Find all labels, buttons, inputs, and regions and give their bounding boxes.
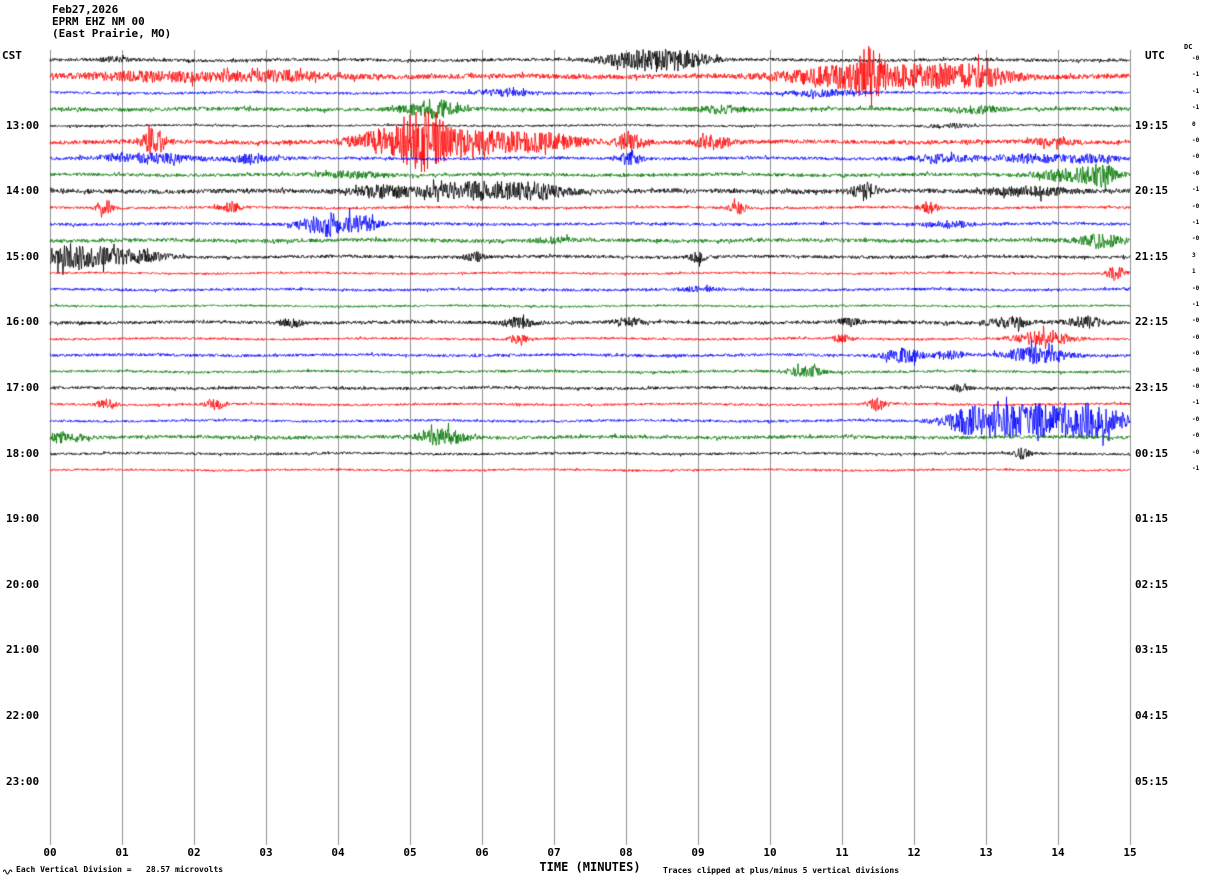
- utc-hour-label: 01:15: [1135, 512, 1169, 526]
- dc-offset-value: -1: [1192, 465, 1200, 472]
- utc-hour-label: 03:15: [1135, 643, 1169, 657]
- utc-hour-label: 23:15: [1135, 381, 1169, 394]
- minute-tick-label: 13: [979, 846, 993, 859]
- dc-label: DC: [1184, 43, 1193, 51]
- cst-hour-label: 13:00: [6, 118, 40, 132]
- cst-hour-label: 17:00: [6, 381, 40, 394]
- dc-offset-value: -0: [1192, 202, 1200, 210]
- clip-note: Traces clipped at plus/minus 5 vertical …: [663, 866, 900, 875]
- cst-hour-label: 19:00: [6, 512, 40, 526]
- dc-offset-value: -0: [1192, 383, 1200, 390]
- utc-hour-label: 22:15: [1135, 315, 1169, 329]
- microvolt-scale-icon: [3, 869, 13, 875]
- dc-offset-value: -0: [1192, 366, 1200, 374]
- dc-offset-value: -0: [1192, 137, 1200, 144]
- utc-hour-label: 05:15: [1135, 774, 1169, 788]
- dc-offset-value: -0: [1192, 235, 1200, 243]
- dc-offset-value: -0: [1192, 284, 1200, 292]
- minute-tick-label: 11: [835, 846, 849, 859]
- cst-hour-label: 18:00: [6, 446, 40, 460]
- dc-offset-value: -1: [1192, 104, 1200, 112]
- minute-tick-label: 04: [331, 846, 345, 859]
- left-timezone-label: CST: [2, 49, 22, 62]
- minute-tick-label: 14: [1051, 846, 1065, 859]
- minute-tick-label: 01: [115, 846, 129, 859]
- minute-tick-label: 07: [547, 846, 561, 859]
- dc-offset-value: -0: [1192, 169, 1200, 177]
- utc-hour-label: 00:15: [1135, 446, 1169, 460]
- cst-hour-label: 20:00: [6, 577, 40, 591]
- dc-offset-value: -1: [1192, 71, 1200, 79]
- dc-offset-value: -0: [1192, 448, 1200, 456]
- minute-tick-label: 03: [259, 846, 273, 859]
- dc-offset-value: -0: [1192, 153, 1200, 161]
- cst-hour-label: 21:00: [6, 643, 40, 657]
- dc-offset-value: -0: [1192, 317, 1200, 325]
- dc-offset-value: -0: [1192, 55, 1200, 62]
- cst-hour-label: 14:00: [6, 184, 40, 198]
- dc-offset-value: -0: [1192, 350, 1200, 358]
- header-location: (East Prairie, MO): [52, 27, 172, 40]
- minute-tick-label: 06: [475, 846, 489, 859]
- dc-offset-value: -1: [1192, 399, 1200, 407]
- minute-tick-label: 12: [907, 846, 921, 859]
- utc-hour-label: 21:15: [1135, 249, 1169, 263]
- utc-hour-label: 04:15: [1135, 709, 1169, 722]
- minute-tick-label: 00: [43, 846, 57, 859]
- minute-tick-label: 08: [619, 846, 633, 859]
- minute-tick-label: 15: [1123, 846, 1137, 859]
- dc-offset-value: 3: [1192, 251, 1196, 259]
- minute-tick-label: 05: [403, 846, 417, 859]
- dc-offset-value: -0: [1192, 333, 1200, 341]
- dc-offset-value: -0: [1192, 432, 1200, 440]
- minute-tick-label: 10: [763, 846, 777, 859]
- vertical-division-note: Each Vertical Division = 28.57 microvolt…: [16, 865, 224, 874]
- dc-offset-value: 0: [1192, 120, 1196, 128]
- dc-offset-value: -1: [1192, 219, 1200, 226]
- header-station: EPRM EHZ NM 00: [52, 15, 145, 28]
- cst-hour-label: 23:00: [6, 774, 40, 788]
- x-axis-title: TIME (MINUTES): [539, 860, 641, 874]
- cst-hour-label: 22:00: [6, 709, 40, 722]
- dc-offset-value: -0: [1192, 415, 1200, 423]
- utc-hour-label: 02:15: [1135, 577, 1169, 591]
- right-timezone-label: UTC: [1145, 49, 1165, 62]
- cst-hour-label: 16:00: [6, 315, 40, 329]
- minute-tick-label: 09: [691, 846, 705, 859]
- dc-offset-value: -1: [1192, 186, 1200, 194]
- minute-tick-label: 02: [187, 846, 201, 859]
- dc-offset-value: 1: [1192, 268, 1196, 276]
- header-date: Feb27,2026: [52, 3, 119, 16]
- dc-offset-value: -1: [1192, 301, 1200, 308]
- utc-hour-label: 20:15: [1135, 184, 1169, 198]
- utc-hour-label: 19:15: [1135, 118, 1169, 132]
- cst-hour-label: 15:00: [6, 249, 40, 263]
- dc-offset-value: -1: [1192, 87, 1200, 95]
